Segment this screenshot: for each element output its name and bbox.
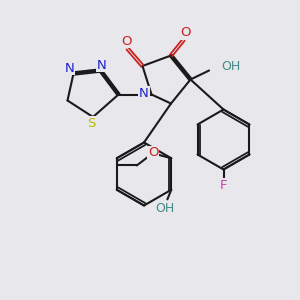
Text: O: O <box>180 26 190 39</box>
Text: N: N <box>97 58 107 72</box>
Text: OH: OH <box>222 60 241 74</box>
Text: N: N <box>65 61 75 75</box>
Text: O: O <box>148 146 158 159</box>
Text: N: N <box>139 86 149 100</box>
Text: OH: OH <box>155 202 174 215</box>
Text: S: S <box>87 117 96 130</box>
Text: O: O <box>121 34 131 48</box>
Text: F: F <box>220 178 227 192</box>
